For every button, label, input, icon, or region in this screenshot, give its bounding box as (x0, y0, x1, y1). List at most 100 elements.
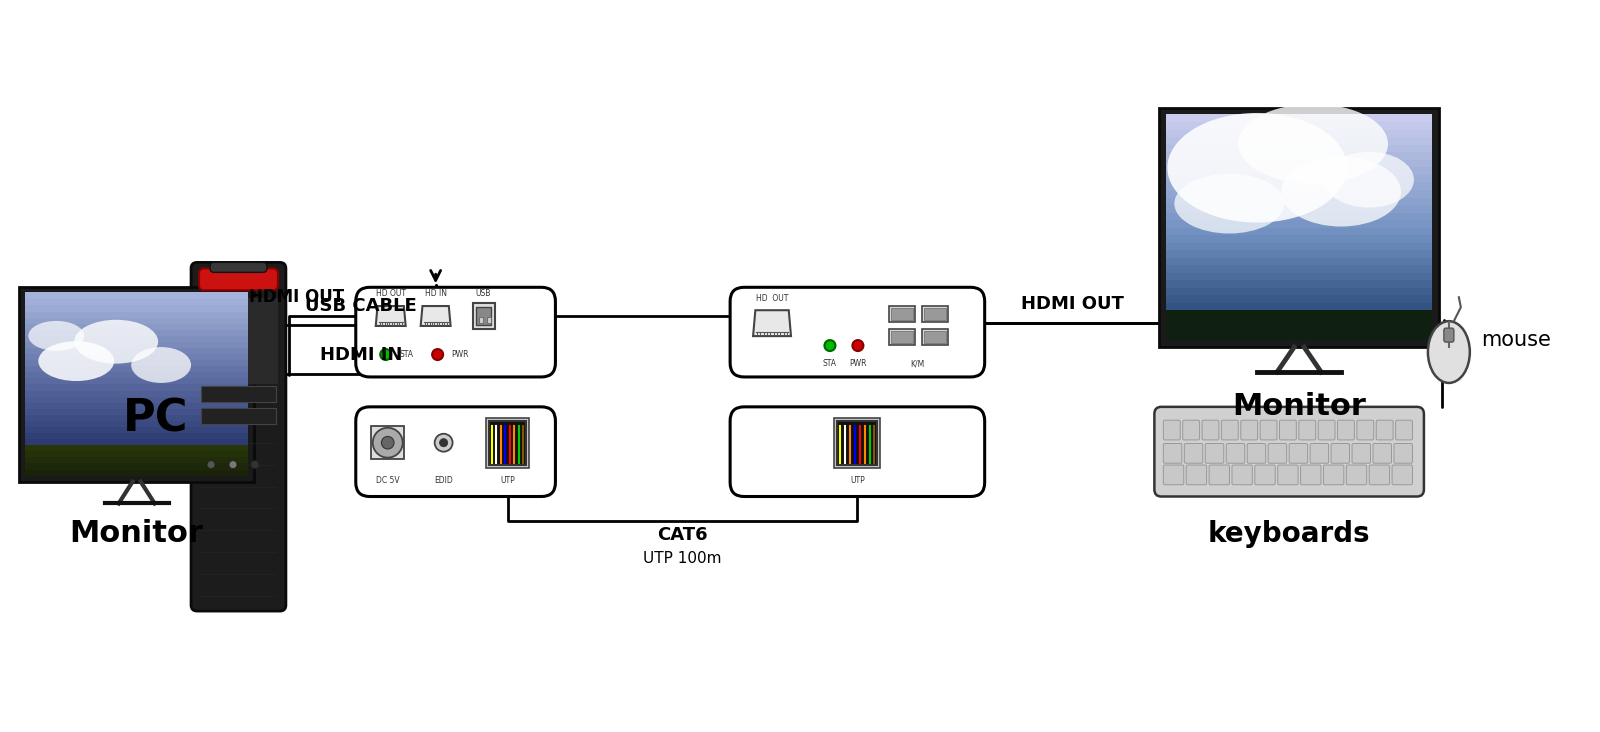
FancyBboxPatch shape (478, 317, 483, 324)
FancyBboxPatch shape (26, 426, 248, 433)
FancyBboxPatch shape (1166, 152, 1432, 160)
FancyBboxPatch shape (472, 303, 494, 329)
FancyBboxPatch shape (1352, 444, 1371, 463)
Text: HDMI OUT: HDMI OUT (248, 288, 344, 306)
FancyBboxPatch shape (26, 292, 248, 299)
FancyBboxPatch shape (26, 395, 248, 403)
Circle shape (229, 460, 237, 468)
FancyBboxPatch shape (1166, 174, 1432, 182)
FancyBboxPatch shape (26, 335, 248, 342)
Ellipse shape (1282, 157, 1402, 226)
FancyBboxPatch shape (1182, 420, 1200, 440)
FancyBboxPatch shape (1226, 444, 1245, 463)
FancyBboxPatch shape (1278, 465, 1298, 485)
FancyBboxPatch shape (26, 402, 248, 408)
FancyBboxPatch shape (1210, 465, 1229, 485)
Text: STA: STA (400, 350, 414, 359)
FancyBboxPatch shape (1166, 332, 1432, 340)
Text: UTP: UTP (501, 476, 515, 485)
FancyBboxPatch shape (1166, 324, 1432, 332)
FancyBboxPatch shape (1166, 294, 1432, 302)
FancyBboxPatch shape (1163, 444, 1182, 463)
Text: HD  OUT: HD OUT (755, 294, 789, 302)
FancyBboxPatch shape (202, 386, 275, 402)
Text: USB CABLE: USB CABLE (306, 297, 416, 315)
Text: Monitor: Monitor (70, 519, 203, 548)
Text: K/M: K/M (910, 359, 925, 368)
FancyBboxPatch shape (1166, 309, 1432, 318)
Circle shape (440, 438, 448, 447)
Text: CAT6: CAT6 (658, 526, 707, 545)
FancyBboxPatch shape (1166, 212, 1432, 220)
FancyBboxPatch shape (1376, 420, 1394, 440)
FancyBboxPatch shape (923, 308, 946, 320)
FancyBboxPatch shape (1166, 226, 1432, 235)
Text: HDMI OUT: HDMI OUT (1021, 295, 1123, 313)
FancyBboxPatch shape (26, 371, 248, 378)
FancyBboxPatch shape (1357, 420, 1374, 440)
FancyBboxPatch shape (1370, 465, 1389, 485)
FancyBboxPatch shape (890, 306, 915, 322)
FancyBboxPatch shape (923, 331, 946, 343)
FancyBboxPatch shape (1154, 407, 1424, 496)
Polygon shape (421, 306, 451, 326)
Ellipse shape (1427, 321, 1470, 383)
Circle shape (251, 460, 259, 468)
FancyBboxPatch shape (355, 287, 555, 377)
FancyBboxPatch shape (1166, 279, 1432, 288)
FancyBboxPatch shape (26, 359, 248, 366)
Text: mouse: mouse (1482, 330, 1550, 350)
FancyBboxPatch shape (1232, 465, 1253, 485)
FancyBboxPatch shape (1166, 256, 1432, 265)
FancyBboxPatch shape (26, 414, 248, 421)
Text: HD OUT: HD OUT (376, 289, 406, 298)
Text: DC 5V: DC 5V (376, 476, 400, 485)
FancyBboxPatch shape (890, 329, 915, 345)
FancyBboxPatch shape (486, 317, 491, 324)
Ellipse shape (1325, 152, 1414, 208)
FancyBboxPatch shape (1163, 465, 1184, 485)
Circle shape (206, 460, 214, 468)
FancyBboxPatch shape (837, 421, 877, 465)
Circle shape (824, 340, 835, 351)
Ellipse shape (1168, 113, 1347, 223)
FancyBboxPatch shape (202, 408, 275, 424)
Text: PWR: PWR (451, 350, 469, 359)
Circle shape (435, 434, 453, 452)
FancyBboxPatch shape (355, 407, 555, 496)
Ellipse shape (38, 341, 114, 381)
Text: USB: USB (475, 289, 491, 298)
FancyBboxPatch shape (1301, 465, 1322, 485)
FancyBboxPatch shape (26, 299, 248, 305)
FancyBboxPatch shape (730, 287, 984, 377)
FancyBboxPatch shape (1221, 420, 1238, 440)
Text: HD IN: HD IN (424, 289, 446, 298)
FancyBboxPatch shape (835, 418, 880, 468)
FancyBboxPatch shape (26, 305, 248, 312)
FancyBboxPatch shape (1184, 444, 1203, 463)
FancyBboxPatch shape (1166, 182, 1432, 190)
FancyBboxPatch shape (1166, 249, 1432, 258)
FancyBboxPatch shape (1166, 122, 1432, 130)
Text: EDID: EDID (434, 476, 453, 485)
FancyBboxPatch shape (1166, 114, 1432, 122)
Ellipse shape (74, 320, 158, 364)
Text: STA: STA (822, 359, 837, 368)
Text: HDMI IN: HDMI IN (320, 346, 402, 364)
FancyBboxPatch shape (198, 297, 278, 384)
FancyBboxPatch shape (1166, 129, 1432, 138)
FancyBboxPatch shape (26, 420, 248, 427)
FancyBboxPatch shape (1318, 420, 1334, 440)
FancyBboxPatch shape (1166, 219, 1432, 228)
Circle shape (853, 340, 864, 351)
FancyBboxPatch shape (1254, 465, 1275, 485)
FancyBboxPatch shape (1166, 189, 1432, 198)
FancyBboxPatch shape (26, 310, 248, 318)
FancyBboxPatch shape (26, 347, 248, 354)
FancyBboxPatch shape (1338, 420, 1354, 440)
FancyBboxPatch shape (1166, 302, 1432, 310)
Text: PC: PC (123, 397, 189, 441)
FancyBboxPatch shape (922, 306, 947, 322)
FancyBboxPatch shape (891, 308, 914, 320)
Text: PWR: PWR (850, 359, 867, 368)
